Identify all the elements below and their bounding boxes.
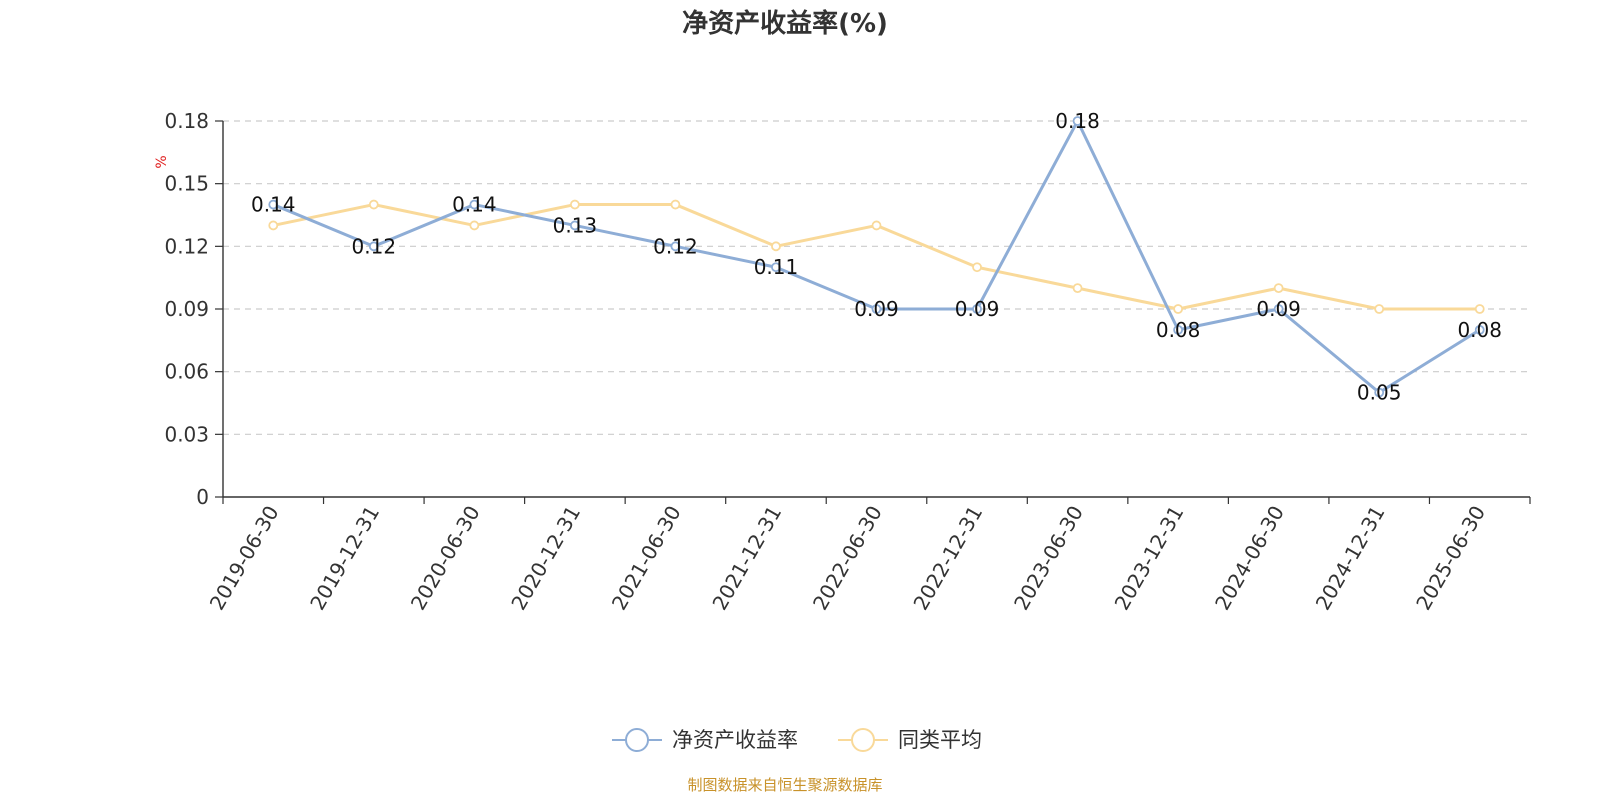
series-point bbox=[771, 262, 781, 273]
series-point bbox=[871, 220, 882, 231]
y-tick-label: 0 bbox=[196, 485, 209, 509]
series-point bbox=[569, 220, 580, 231]
series-layer bbox=[268, 116, 1485, 398]
series-line-0 bbox=[272, 119, 1481, 395]
y-tick-label: 0.15 bbox=[164, 172, 209, 196]
x-tick-label: 2024-06-30 bbox=[1210, 502, 1289, 615]
series-point bbox=[670, 199, 681, 210]
series-line-1 bbox=[272, 203, 1480, 311]
axis-layer: 0 0.03 0.06 0.09 0.12 0.15 0.18 2019-06-30 2019-… bbox=[164, 109, 1531, 615]
series-point bbox=[771, 241, 781, 252]
y-tick-label: 0.06 bbox=[164, 360, 209, 384]
x-tick-label: 2020-12-31 bbox=[506, 502, 585, 615]
series-point bbox=[1474, 324, 1485, 335]
data-label: 0.05 bbox=[1357, 381, 1402, 405]
legend-swatch-marker bbox=[625, 728, 649, 752]
series-point bbox=[972, 304, 982, 314]
series-point bbox=[1173, 304, 1184, 314]
data-label: 0.09 bbox=[854, 297, 899, 321]
x-tick-label: 2025-06-30 bbox=[1411, 502, 1490, 615]
data-label: 0.08 bbox=[1457, 318, 1502, 342]
series-point bbox=[569, 199, 580, 210]
x-tick-label: 2021-06-30 bbox=[607, 502, 686, 615]
x-tick-label: 2023-12-31 bbox=[1110, 502, 1189, 615]
series-point bbox=[1474, 304, 1485, 314]
series-point bbox=[469, 220, 480, 231]
y-tick-label: 0.03 bbox=[164, 422, 209, 446]
x-tick-label: 2022-06-30 bbox=[808, 502, 887, 615]
series-point bbox=[972, 262, 982, 273]
data-label: 0.09 bbox=[955, 297, 1000, 321]
series-point bbox=[469, 199, 480, 210]
x-tick-label: 2023-06-30 bbox=[1009, 502, 1088, 615]
chart-title: 净资产收益率(%) bbox=[682, 8, 888, 39]
legend: 净资产收益率 同类平均 bbox=[612, 728, 982, 752]
data-label: 0.14 bbox=[251, 193, 296, 217]
series-point bbox=[1374, 304, 1385, 314]
series-point bbox=[368, 241, 379, 252]
series-point bbox=[268, 220, 279, 231]
series-point bbox=[1374, 387, 1385, 398]
series-point bbox=[1173, 324, 1184, 335]
data-label: 0.11 bbox=[754, 255, 799, 279]
data-label: 0.18 bbox=[1055, 109, 1100, 133]
x-tick-label: 2019-12-31 bbox=[305, 502, 384, 615]
x-tick-label: 2024-12-31 bbox=[1311, 502, 1390, 615]
source-note: 制图数据来自恒生聚源数据库 bbox=[687, 776, 882, 794]
series-point bbox=[1273, 304, 1284, 314]
x-tick-label: 2021-12-31 bbox=[707, 502, 786, 615]
data-label: 0.09 bbox=[1256, 297, 1301, 321]
series-point bbox=[670, 241, 681, 252]
x-tick-label: 2020-06-30 bbox=[406, 502, 485, 615]
y-unit-label: % bbox=[154, 155, 170, 168]
data-label-layer: 0.14 0.12 0.14 0.13 0.12 0.11 0.09 0.09 0.18 0.08… bbox=[251, 109, 1502, 405]
legend-swatch-marker bbox=[851, 728, 875, 752]
series-point bbox=[268, 199, 279, 210]
series-point bbox=[368, 199, 379, 210]
x-tick-label: 2022-12-31 bbox=[908, 502, 987, 615]
data-label: 0.12 bbox=[653, 234, 698, 258]
x-tick-label: 2019-06-30 bbox=[205, 502, 284, 615]
y-tick-label: 0.12 bbox=[164, 234, 209, 258]
series-point bbox=[1072, 283, 1083, 294]
legend-label: 净资产收益率 bbox=[672, 728, 798, 752]
series-point bbox=[1273, 283, 1284, 294]
data-label: 0.14 bbox=[452, 193, 497, 217]
y-tick-label: 0.18 bbox=[164, 109, 209, 133]
series-point bbox=[871, 304, 882, 314]
grid-layer bbox=[223, 120, 1530, 435]
series-point bbox=[1072, 116, 1083, 126]
data-label: 0.08 bbox=[1156, 318, 1201, 342]
y-tick-label: 0.09 bbox=[164, 297, 209, 321]
data-label: 0.13 bbox=[553, 213, 598, 237]
data-label: 0.12 bbox=[352, 234, 397, 258]
legend-label: 同类平均 bbox=[898, 728, 982, 752]
